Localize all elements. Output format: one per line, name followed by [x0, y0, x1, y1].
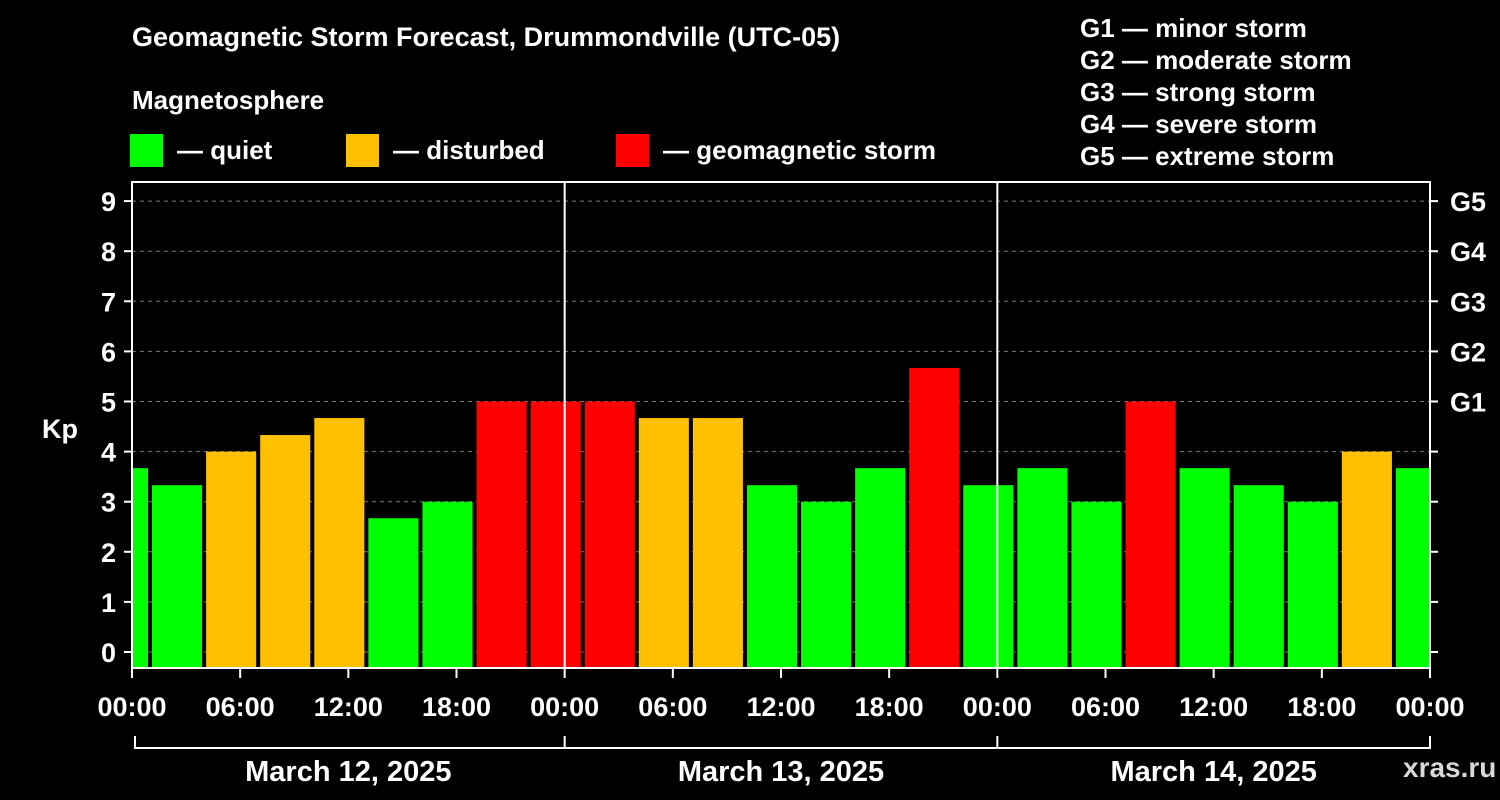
- quiet-swatch: [130, 133, 163, 167]
- day-label: March 14, 2025: [1110, 756, 1316, 788]
- x-tick-label: 12:00: [1179, 692, 1248, 722]
- x-tick-label: 18:00: [1287, 692, 1356, 722]
- kp-bar: [314, 418, 365, 668]
- kp-bar: [1233, 485, 1284, 668]
- kp-bar: [476, 401, 527, 668]
- legend-quiet: — quiet: [130, 133, 272, 167]
- legend-disturbed: — disturbed: [346, 133, 545, 167]
- g-level-label: G2: [1450, 337, 1486, 367]
- legend-heading: Magnetosphere: [132, 85, 325, 115]
- x-tick-label: 00:00: [97, 692, 166, 722]
- legend-storm-label: — geomagnetic storm: [663, 134, 937, 165]
- g-scale-g1: G1 — minor storm: [1080, 13, 1307, 43]
- kp-bar: [1179, 468, 1230, 668]
- x-tick-label: 06:00: [638, 692, 707, 722]
- kp-bar: [909, 367, 960, 668]
- kp-bar: [1395, 468, 1429, 668]
- storm-swatch: [616, 133, 649, 167]
- kp-bar: [133, 468, 149, 668]
- kp-bar: [801, 501, 852, 668]
- g-scale-legend: G1 — minor storm G2 — moderate storm G3 …: [1080, 12, 1352, 172]
- y-tick-label: 5: [101, 388, 116, 418]
- disturbed-swatch: [346, 133, 379, 167]
- y-tick-label: 1: [101, 588, 116, 618]
- kp-bar: [855, 468, 906, 668]
- x-tick-label: 12:00: [746, 692, 815, 722]
- g-level-label: G1: [1450, 388, 1486, 418]
- kp-bar: [692, 418, 743, 668]
- x-tick-label: 18:00: [422, 692, 491, 722]
- kp-bar: [1071, 501, 1122, 668]
- legend-disturbed-label: — disturbed: [393, 134, 545, 165]
- kp-bar: [260, 435, 311, 668]
- kp-bar: [152, 485, 203, 668]
- y-tick-label: 8: [101, 237, 116, 267]
- kp-bar: [1287, 501, 1338, 668]
- y-tick-label: 6: [101, 337, 116, 367]
- g-level-label: G3: [1450, 287, 1486, 317]
- day-label: March 12, 2025: [245, 756, 451, 788]
- kp-bar: [963, 485, 1014, 668]
- y-tick-label: 4: [101, 438, 116, 468]
- y-tick-label: 2: [101, 538, 116, 568]
- y-tick-label: 0: [101, 638, 116, 668]
- kp-bar: [1017, 468, 1068, 668]
- y-tick-label: 3: [101, 488, 116, 518]
- legend-quiet-label: — quiet: [177, 134, 273, 165]
- legend-storm: — geomagnetic storm: [616, 133, 936, 167]
- x-tick-label: 18:00: [855, 692, 924, 722]
- x-tick-label: 00:00: [530, 692, 599, 722]
- kp-bar: [530, 401, 581, 668]
- g-level-label: G5: [1450, 187, 1486, 217]
- kp-bar: [422, 501, 473, 668]
- g-scale-g2: G2 — moderate storm: [1080, 45, 1352, 75]
- watermark: xras.ru: [1403, 752, 1497, 783]
- kp-bar: [368, 518, 419, 668]
- g-scale-g3: G3 — strong storm: [1080, 77, 1316, 107]
- kp-bar: [638, 418, 689, 668]
- kp-bar: [584, 401, 635, 668]
- kp-bar: [206, 451, 257, 668]
- g-level-label: G4: [1450, 237, 1486, 267]
- x-tick-label: 06:00: [1071, 692, 1140, 722]
- x-tick-label: 00:00: [1395, 692, 1464, 722]
- y-tick-label: 9: [101, 187, 116, 217]
- chart-title: Geomagnetic Storm Forecast, Drummondvill…: [132, 22, 841, 52]
- kp-bar: [1341, 451, 1392, 668]
- y-tick-label: 7: [101, 287, 116, 317]
- g-scale-g5: G5 — extreme storm: [1080, 141, 1335, 171]
- x-tick-label: 12:00: [314, 692, 383, 722]
- g-scale-g4: G4 — severe storm: [1080, 109, 1318, 139]
- x-tick-label: 00:00: [963, 692, 1032, 722]
- day-label: March 13, 2025: [678, 756, 884, 788]
- bars-group: [133, 367, 1429, 668]
- kp-bar: [746, 485, 798, 668]
- x-tick-label: 06:00: [206, 692, 275, 722]
- kp-bar: [1125, 401, 1176, 668]
- y-axis-label: Kp: [42, 414, 78, 444]
